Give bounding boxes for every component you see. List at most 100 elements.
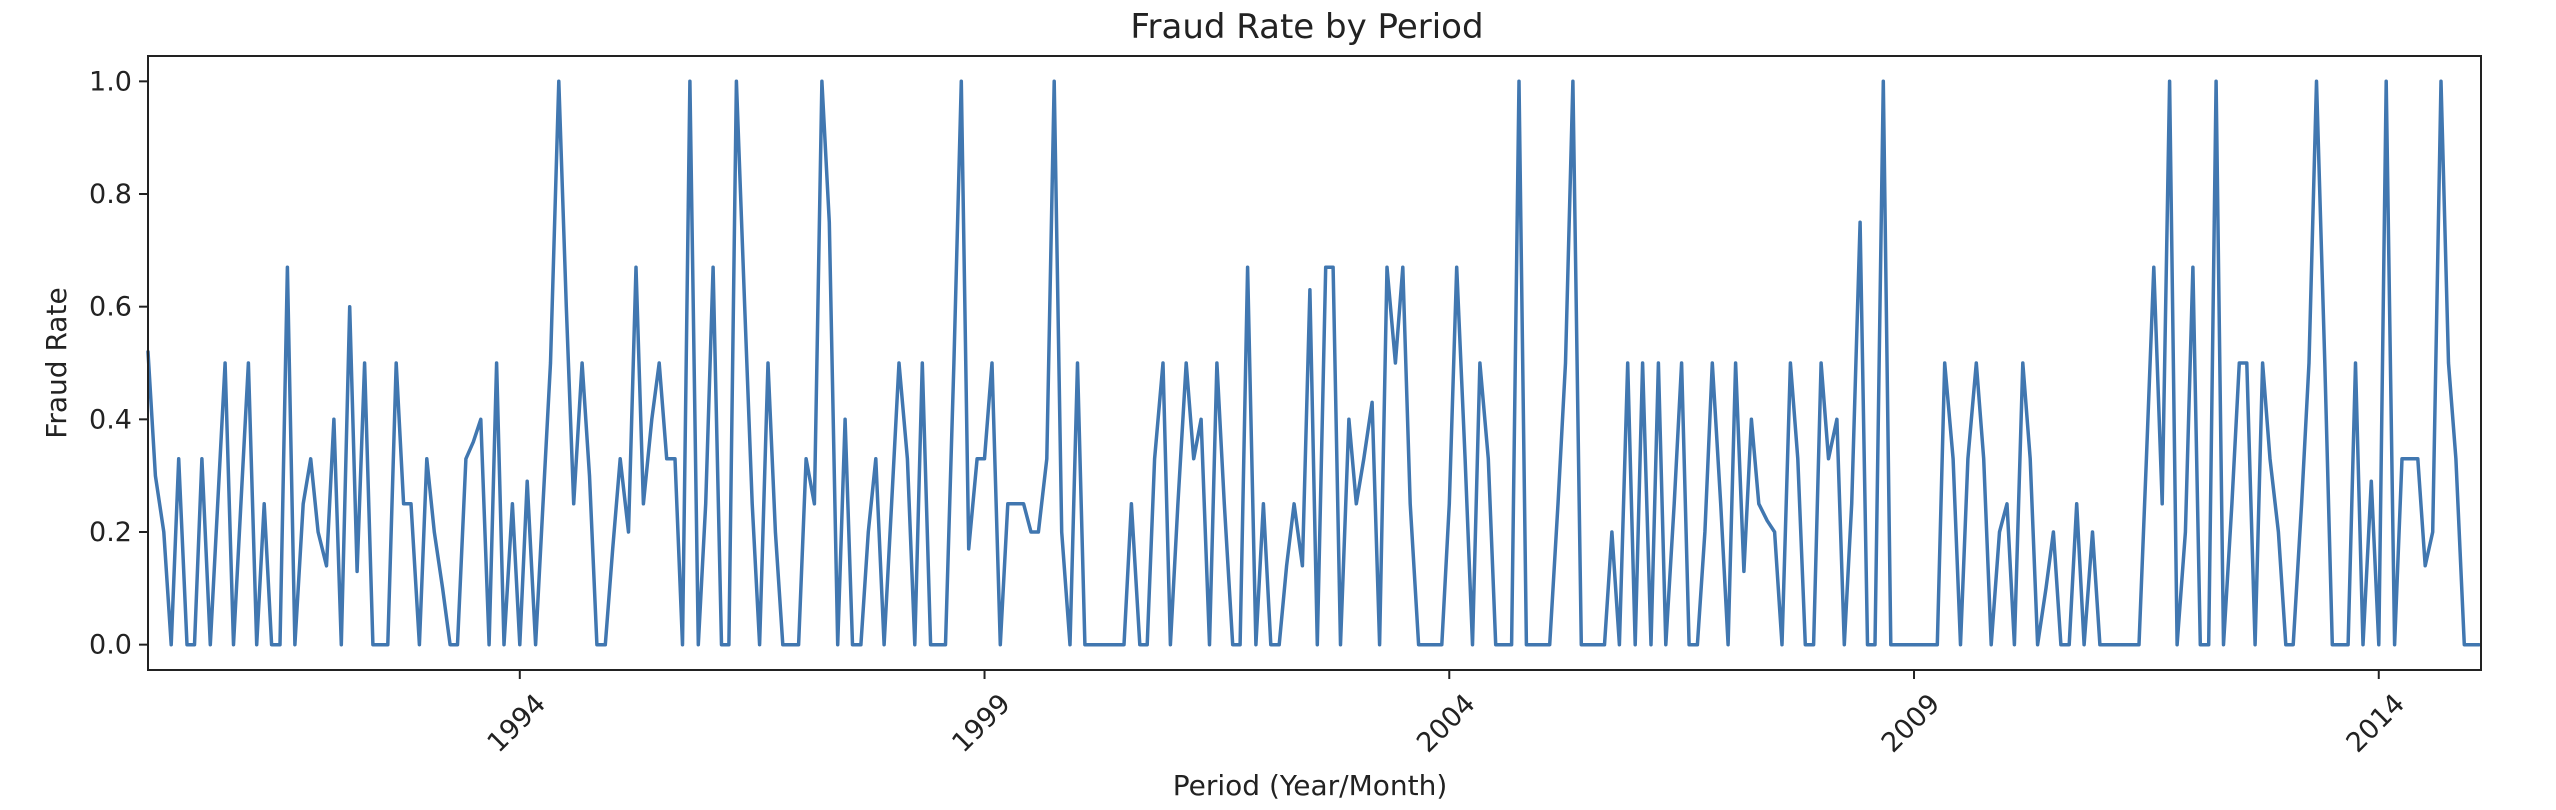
chart-title: Fraud Rate by Period <box>1130 7 1483 47</box>
data-point <box>1711 361 1714 365</box>
data-point <box>293 643 297 646</box>
data-point <box>1564 361 1567 365</box>
data-point <box>1687 643 1691 646</box>
data-point <box>1262 502 1265 505</box>
data-point <box>247 361 250 365</box>
data-point <box>379 643 382 646</box>
data-point <box>2121 643 2125 646</box>
data-point <box>2129 643 2132 646</box>
data-point <box>658 361 661 365</box>
data-point <box>1301 564 1304 567</box>
data-point <box>650 418 653 421</box>
data-point <box>797 643 800 646</box>
data-point <box>2292 643 2295 646</box>
data-point <box>1099 643 1102 646</box>
data-point <box>193 643 196 646</box>
data-point <box>565 305 568 308</box>
data-point <box>2230 502 2234 505</box>
data-point <box>1858 221 1862 224</box>
data-point <box>936 643 940 646</box>
data-point <box>1835 418 1839 421</box>
data-point <box>999 643 1002 646</box>
data-point <box>1192 457 1195 460</box>
data-point <box>479 418 482 421</box>
data-point <box>1083 643 1087 646</box>
data-point <box>2091 530 2094 534</box>
data-point <box>813 502 816 505</box>
data-point <box>1417 643 1420 646</box>
data-point <box>2238 361 2241 365</box>
data-point <box>967 547 970 551</box>
data-point <box>2253 643 2257 646</box>
data-point <box>1199 418 1203 421</box>
data-point <box>913 643 916 646</box>
data-point <box>1107 643 1110 646</box>
data-point <box>2145 457 2148 460</box>
data-point <box>2068 643 2071 646</box>
data-point <box>897 361 901 365</box>
data-point <box>355 570 359 573</box>
data-point <box>2114 643 2117 646</box>
data-point <box>495 361 498 365</box>
data-point <box>828 221 831 224</box>
data-point <box>270 643 273 646</box>
data-point <box>162 530 165 534</box>
data-point <box>2075 502 2078 505</box>
data-point <box>1618 643 1621 646</box>
data-point <box>1951 457 1955 460</box>
data-point <box>1424 643 1428 646</box>
data-point <box>1223 502 1226 505</box>
data-point <box>882 643 886 646</box>
data-point <box>340 643 343 646</box>
data-point <box>541 502 545 505</box>
data-point <box>316 530 320 534</box>
data-point <box>2447 361 2450 365</box>
data-point <box>2161 502 2164 505</box>
data-point <box>735 80 738 83</box>
y-tick-label: 1.0 <box>89 66 132 97</box>
data-point <box>216 502 219 505</box>
data-point <box>906 457 909 460</box>
data-point <box>1905 643 1908 646</box>
data-point <box>363 361 366 365</box>
data-point <box>1246 266 1249 269</box>
data-point <box>1161 361 1165 365</box>
data-point <box>263 502 266 505</box>
data-point <box>1092 643 1095 646</box>
data-point <box>681 643 684 646</box>
data-point <box>332 418 336 421</box>
y-tick-label: 0.6 <box>89 292 132 323</box>
data-point <box>1463 457 1467 460</box>
data-point <box>1959 643 1962 646</box>
data-point <box>2470 643 2473 646</box>
data-point <box>1153 457 1156 460</box>
data-point <box>836 643 839 646</box>
data-point <box>960 80 963 83</box>
data-point <box>441 587 444 590</box>
data-point <box>1796 457 1800 460</box>
data-point <box>1936 643 1939 646</box>
data-point <box>2036 643 2039 646</box>
data-point <box>634 266 638 269</box>
data-point <box>2315 80 2318 83</box>
data-point <box>2400 457 2404 460</box>
data-point <box>2214 80 2218 83</box>
y-tick-label: 0.8 <box>89 179 132 210</box>
data-point <box>1610 530 1614 534</box>
data-point <box>804 457 808 460</box>
data-point <box>1409 502 1412 505</box>
data-point <box>1510 643 1513 646</box>
data-point <box>1138 643 1142 646</box>
data-point <box>1873 643 1877 646</box>
data-point <box>395 361 398 365</box>
data-point <box>1804 643 1807 646</box>
data-point <box>2361 643 2365 646</box>
data-point <box>526 480 529 483</box>
y-tick-label: 0.0 <box>89 630 132 661</box>
data-point <box>1827 457 1830 460</box>
data-point <box>2052 530 2055 534</box>
series-line-fraud-rate <box>146 79 2481 647</box>
data-point <box>2098 643 2102 646</box>
data-point <box>386 643 389 646</box>
data-point <box>1455 266 1458 269</box>
